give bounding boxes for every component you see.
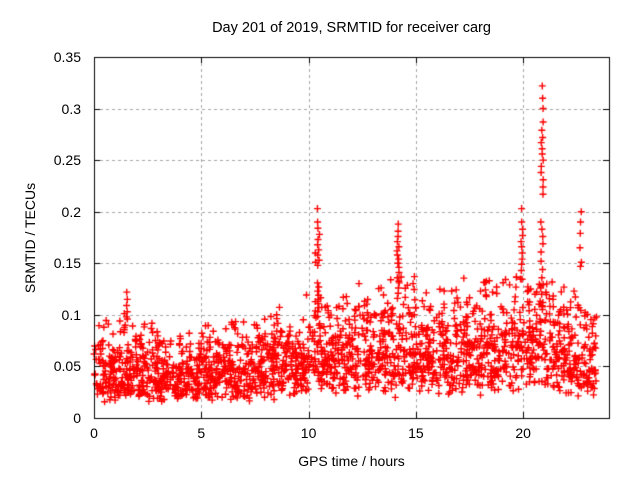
x-tick-label: 10 xyxy=(300,425,317,441)
y-tick-label: 0.15 xyxy=(53,255,81,272)
x-tick-label: 20 xyxy=(515,425,531,441)
y-tick-label: 0.25 xyxy=(53,152,81,169)
chart-title: Day 201 of 2019, SRMTID for receiver car… xyxy=(212,20,491,36)
y-tick-label: 0.2 xyxy=(61,203,81,220)
y-tick-label: 0.3 xyxy=(61,100,81,117)
x-tick-label: 5 xyxy=(197,425,206,441)
y-tick-label: 0.1 xyxy=(61,306,81,323)
y-tick-label: 0.35 xyxy=(53,49,81,65)
x-tick-label: 0 xyxy=(90,425,98,441)
x-tick-label: 15 xyxy=(408,425,424,441)
x-axis-label: GPS time / hours xyxy=(298,453,405,469)
y-tick-label: 0.05 xyxy=(53,358,81,375)
y-tick-label: 0 xyxy=(73,410,81,426)
